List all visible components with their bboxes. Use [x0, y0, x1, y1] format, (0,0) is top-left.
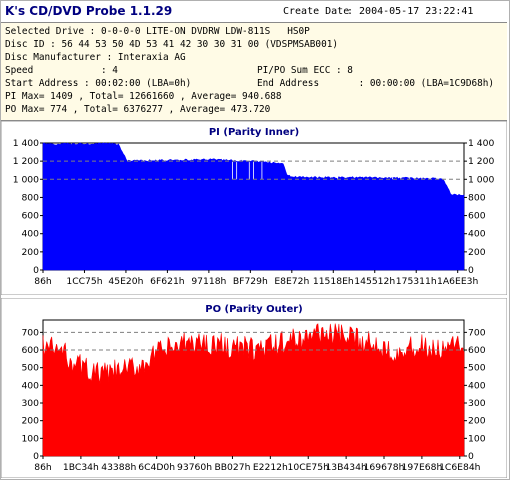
- disc-id: Disc ID : 56 44 53 50 4D 53 41 42 30 30 …: [5, 39, 339, 50]
- x-tick-label: 93760h: [177, 462, 212, 473]
- create-date-label: Create Date: [283, 6, 350, 17]
- x-tick-label: 6F621h: [150, 276, 185, 287]
- y-tick-label-left: 200: [21, 416, 39, 427]
- selected-drive: Selected Drive : 0-0-0-0 LITE-ON DVDRW L…: [5, 26, 310, 37]
- y-tick-label-right: 400: [468, 380, 486, 391]
- y-tick-label-left: 1 400: [13, 138, 39, 149]
- x-tick-label: 11518Eh: [313, 276, 354, 287]
- chart-title: PO (Parity Outer): [205, 304, 303, 315]
- y-tick-label-right: 0: [468, 451, 474, 462]
- chart-title: PI (Parity Inner): [209, 127, 299, 138]
- y-tick-label-left: 0: [33, 265, 39, 276]
- y-tick-label-right: 600: [468, 211, 486, 222]
- po-chart-panel: PO (Parity Outer) 0 0 100 100 200 200 300 300 400…: [1, 298, 507, 478]
- y-tick-label-left: 600: [21, 345, 39, 356]
- y-tick-label-right: 1 400: [468, 138, 494, 149]
- y-tick-label-right: 700: [468, 327, 486, 338]
- title-bar: K's CD/DVD Probe 1.1.29 Create Date : 20…: [1, 1, 507, 21]
- x-tick-label: 10CE75h: [288, 462, 330, 473]
- x-tick-label: 1CC75h: [66, 276, 102, 287]
- y-tick-label-left: 500: [21, 363, 39, 374]
- x-tick-label: 43388h: [101, 462, 136, 473]
- po-summary: PO Max= 774 , Total= 6376277 , Average= …: [5, 104, 271, 115]
- y-tick-label-right: 200: [468, 247, 486, 258]
- y-tick-label-left: 1 000: [13, 174, 39, 185]
- y-tick-label-left: 200: [21, 247, 39, 258]
- x-tick-label: BF729h: [233, 276, 268, 287]
- x-tick-label: 86h: [34, 462, 52, 473]
- x-tick-label: 6C4D0h: [138, 462, 175, 473]
- x-tick-label: 169678h: [364, 462, 405, 473]
- y-tick-label-left: 100: [21, 433, 39, 444]
- disc-manufacturer: Disc Manufacturer : Interaxia AG: [5, 52, 186, 63]
- y-tick-label-left: 400: [21, 229, 39, 240]
- x-tick-label: 97118h: [191, 276, 226, 287]
- y-tick-label-right: 0: [468, 265, 474, 276]
- pi-chart: PI (Parity Inner) 0 0 200 200 400 400 600 600 800…: [1, 121, 507, 295]
- pipo-sum-ecc: PI/PO Sum ECC : 8: [257, 65, 353, 76]
- po-chart: PO (Parity Outer) 0 0 100 100 200 200 300 300 400…: [1, 298, 507, 478]
- x-tick-label: 13B434h: [325, 462, 367, 473]
- y-tick-label-right: 500: [468, 363, 486, 374]
- y-tick-label-left: 300: [21, 398, 39, 409]
- y-tick-label-left: 1 200: [13, 156, 39, 167]
- y-tick-label-right: 600: [468, 345, 486, 356]
- create-date-value: : 2004-05-17 23:22:41: [347, 6, 474, 17]
- pi-chart-panel: PI (Parity Inner) 0 0 200 200 400 400 600 600 800…: [1, 121, 507, 295]
- x-tick-label: 1C6E84h: [439, 462, 481, 473]
- y-tick-label-right: 200: [468, 416, 486, 427]
- disc-info-panel: Selected Drive : 0-0-0-0 LITE-ON DVDRW L…: [1, 22, 507, 121]
- y-tick-label-left: 600: [21, 211, 39, 222]
- pi-summary: PI Max= 1409 , Total= 12661660 , Average…: [5, 91, 282, 102]
- x-tick-label: 175311h: [396, 276, 437, 287]
- start-address: Start Address : 00:02:00 (LBA=0h): [5, 78, 192, 89]
- x-tick-label: 197E68h: [401, 462, 442, 473]
- y-tick-label-left: 400: [21, 380, 39, 391]
- x-tick-label: 45E20h: [108, 276, 143, 287]
- y-tick-label-left: 800: [21, 192, 39, 203]
- x-tick-label: 145512h: [354, 276, 395, 287]
- data-area: [42, 323, 465, 457]
- y-tick-label-right: 400: [468, 229, 486, 240]
- x-tick-label: 1A6EE3h: [437, 276, 478, 287]
- y-tick-label-right: 1 200: [468, 156, 494, 167]
- y-tick-label-left: 0: [33, 451, 39, 462]
- y-tick-label-right: 100: [468, 433, 486, 444]
- x-tick-label: 86h: [34, 276, 52, 287]
- x-tick-label: E2212h: [253, 462, 288, 473]
- x-tick-label: BB027h: [214, 462, 250, 473]
- y-tick-label-right: 300: [468, 398, 486, 409]
- x-tick-label: 1BC34h: [63, 462, 99, 473]
- app-title: K's CD/DVD Probe 1.1.29: [5, 4, 173, 18]
- speed: Speed : 4: [5, 65, 118, 76]
- y-tick-label-right: 800: [468, 192, 486, 203]
- y-tick-label-right: 1 000: [468, 174, 494, 185]
- x-tick-label: E8E72h: [274, 276, 309, 287]
- end-address: End Address : 00:00:00 (LBA=1C9D68h): [257, 78, 495, 89]
- y-tick-label-left: 700: [21, 327, 39, 338]
